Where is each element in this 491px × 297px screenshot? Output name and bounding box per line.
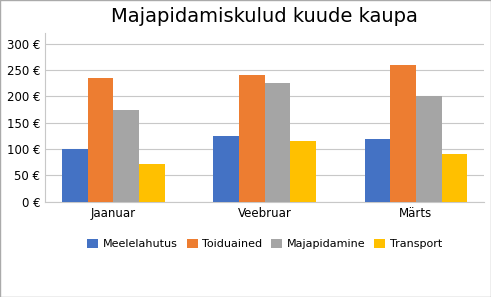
Bar	[442, 154, 467, 202]
Bar	[239, 75, 265, 202]
Title: Majapidamiskulud kuude kaupa: Majapidamiskulud kuude kaupa	[111, 7, 418, 26]
Bar	[290, 141, 316, 202]
Bar	[265, 83, 290, 202]
Bar	[113, 110, 139, 202]
Bar	[139, 164, 165, 202]
Bar	[62, 149, 88, 202]
Bar	[88, 78, 113, 202]
Bar	[213, 136, 239, 202]
Bar	[390, 65, 416, 202]
Bar	[364, 138, 390, 202]
Legend: Meelelahutus, Toiduained, Majapidamine, Transport: Meelelahutus, Toiduained, Majapidamine, …	[83, 234, 446, 254]
Bar	[416, 96, 442, 202]
